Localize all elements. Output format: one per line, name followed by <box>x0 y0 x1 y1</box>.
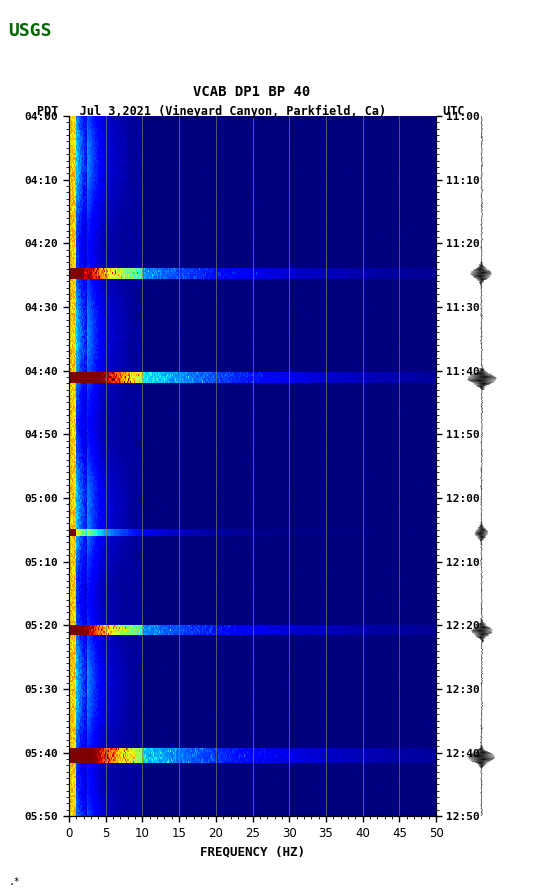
Text: PDT   Jul 3,2021 (Vineyard Canyon, Parkfield, Ca)        UTC: PDT Jul 3,2021 (Vineyard Canyon, Parkfie… <box>38 105 465 118</box>
X-axis label: FREQUENCY (HZ): FREQUENCY (HZ) <box>200 845 305 858</box>
Text: .*: .* <box>8 877 20 887</box>
Text: USGS: USGS <box>8 22 52 40</box>
Text: VCAB DP1 BP 40: VCAB DP1 BP 40 <box>193 85 310 99</box>
